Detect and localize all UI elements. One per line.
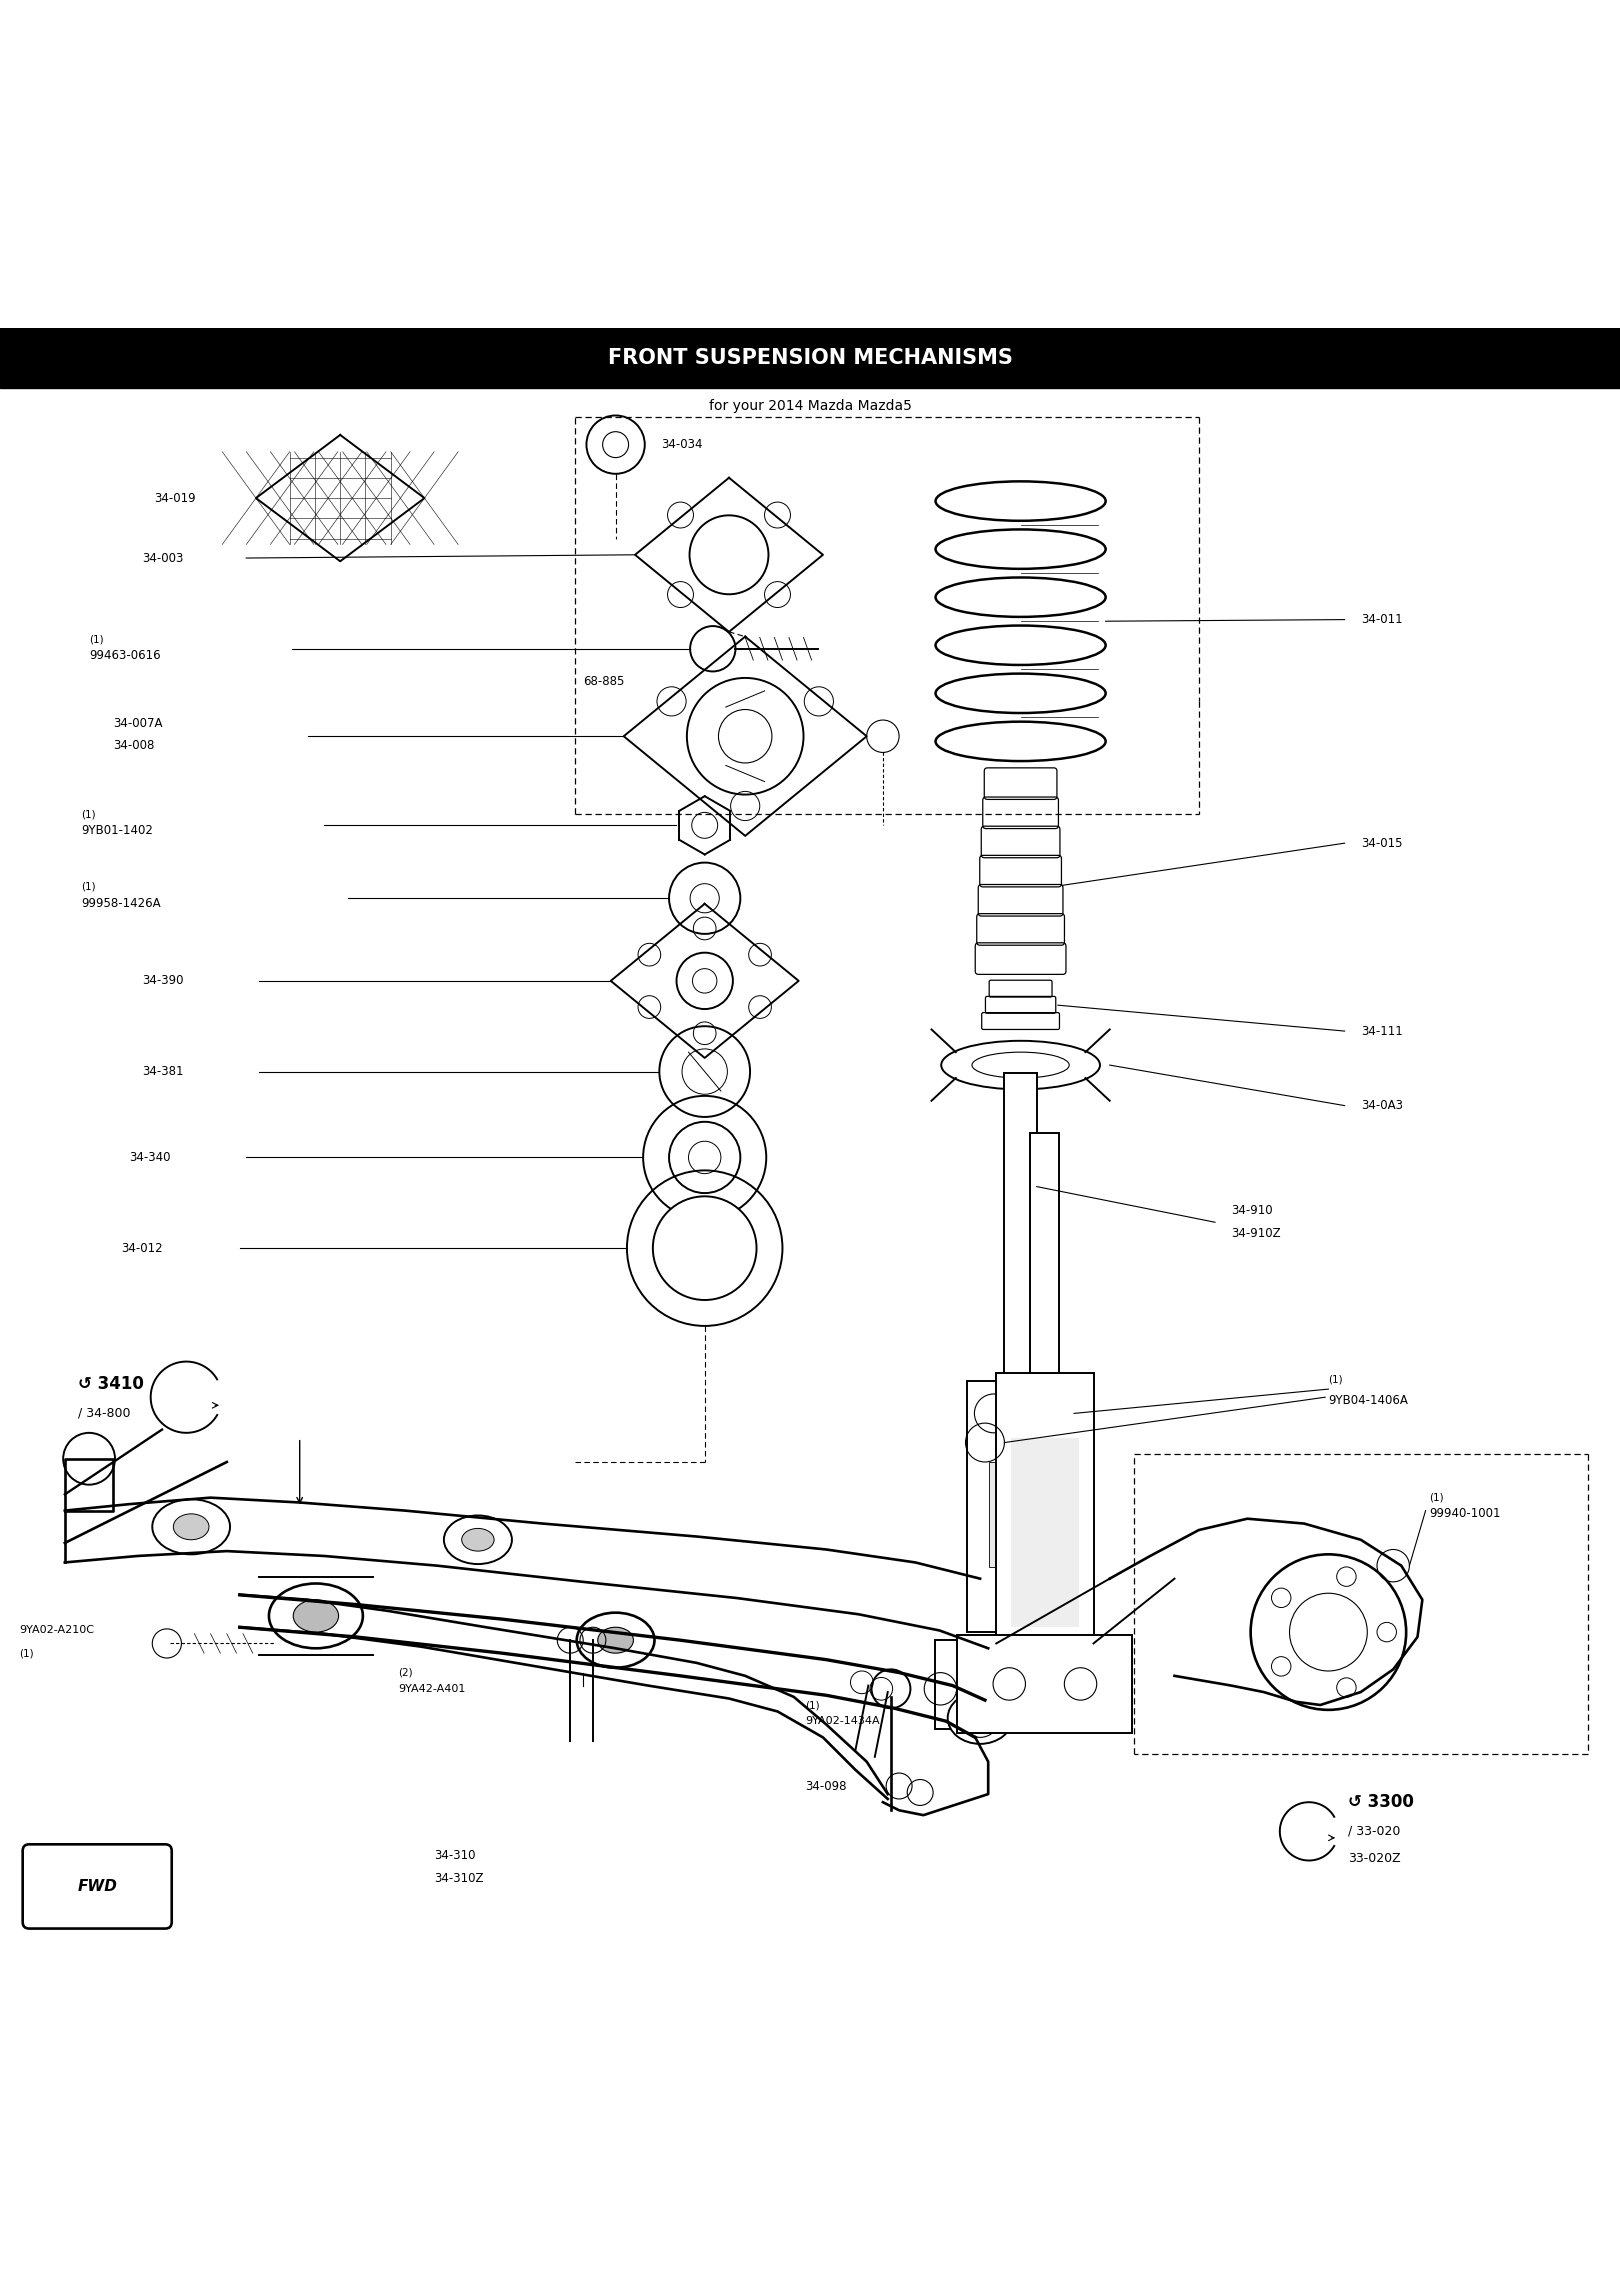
Text: 34-012: 34-012: [122, 1243, 164, 1254]
Text: / 34-800: / 34-800: [78, 1407, 130, 1420]
Text: 34-381: 34-381: [143, 1065, 185, 1079]
Text: 34-015: 34-015: [1361, 838, 1403, 849]
Text: (1): (1): [1429, 1493, 1443, 1502]
Text: 99958-1426A: 99958-1426A: [81, 897, 160, 910]
Text: 34-098: 34-098: [805, 1780, 847, 1793]
Bar: [1004, 1074, 1037, 1382]
Text: 9YB04-1406A: 9YB04-1406A: [1328, 1393, 1408, 1407]
Text: (2): (2): [399, 1668, 413, 1677]
Text: (1): (1): [81, 881, 96, 892]
Text: 34-310: 34-310: [434, 1848, 476, 1862]
Text: 99463-0616: 99463-0616: [89, 649, 160, 662]
Ellipse shape: [173, 1514, 209, 1541]
Text: 99940-1001: 99940-1001: [1429, 1507, 1500, 1520]
Text: 34-011: 34-011: [1361, 612, 1403, 626]
Bar: [967, 1382, 1074, 1632]
Text: (1): (1): [805, 1700, 820, 1709]
Ellipse shape: [598, 1627, 633, 1652]
Ellipse shape: [444, 1516, 512, 1564]
Text: 34-008: 34-008: [113, 740, 156, 753]
Text: 34-910: 34-910: [1231, 1204, 1273, 1218]
Text: ↺ 3300: ↺ 3300: [1348, 1793, 1414, 1812]
Text: 34-019: 34-019: [154, 492, 196, 505]
Ellipse shape: [941, 1040, 1100, 1090]
Text: 34-340: 34-340: [130, 1152, 172, 1163]
Text: (1): (1): [1328, 1375, 1343, 1384]
Text: FWD: FWD: [78, 1880, 117, 1894]
Bar: [935, 1641, 1106, 1730]
Text: for your 2014 Mazda Mazda5: for your 2014 Mazda Mazda5: [708, 398, 912, 414]
Text: 34-034: 34-034: [661, 439, 703, 451]
Text: 34-390: 34-390: [143, 974, 185, 988]
Text: 68-885: 68-885: [583, 674, 625, 687]
Bar: [1030, 1133, 1059, 1372]
Text: ↺ 3410: ↺ 3410: [78, 1375, 144, 1393]
Text: 33-020Z: 33-020Z: [1348, 1853, 1400, 1866]
Circle shape: [669, 1122, 740, 1193]
Text: (1): (1): [81, 808, 96, 819]
Bar: [957, 1636, 1132, 1732]
Bar: [988, 1461, 1053, 1568]
Ellipse shape: [948, 1691, 1012, 1743]
Text: 9YB01-1402: 9YB01-1402: [81, 824, 152, 838]
Text: 9YA42-A401: 9YA42-A401: [399, 1684, 467, 1693]
Text: FRONT SUSPENSION MECHANISMS: FRONT SUSPENSION MECHANISMS: [608, 348, 1012, 369]
Text: 34-910Z: 34-910Z: [1231, 1227, 1281, 1240]
Bar: [996, 1372, 1094, 1643]
Text: 34-111: 34-111: [1361, 1024, 1403, 1038]
Ellipse shape: [293, 1600, 339, 1632]
Bar: [1011, 1438, 1079, 1627]
Bar: [0, 328, 1620, 387]
Ellipse shape: [577, 1614, 654, 1668]
Text: 34-003: 34-003: [143, 551, 185, 564]
Ellipse shape: [152, 1500, 230, 1555]
Ellipse shape: [462, 1529, 494, 1552]
Circle shape: [653, 1197, 757, 1300]
Text: 9YA02-1434A: 9YA02-1434A: [805, 1716, 880, 1725]
Text: 34-007A: 34-007A: [113, 717, 164, 731]
Ellipse shape: [269, 1584, 363, 1648]
Text: / 33-020: / 33-020: [1348, 1825, 1400, 1837]
Text: 34-0A3: 34-0A3: [1361, 1099, 1403, 1113]
Text: 9YA02-A210C: 9YA02-A210C: [19, 1625, 94, 1636]
Text: (1): (1): [89, 635, 104, 644]
Text: (1): (1): [19, 1648, 34, 1659]
Text: 34-310Z: 34-310Z: [434, 1871, 484, 1885]
